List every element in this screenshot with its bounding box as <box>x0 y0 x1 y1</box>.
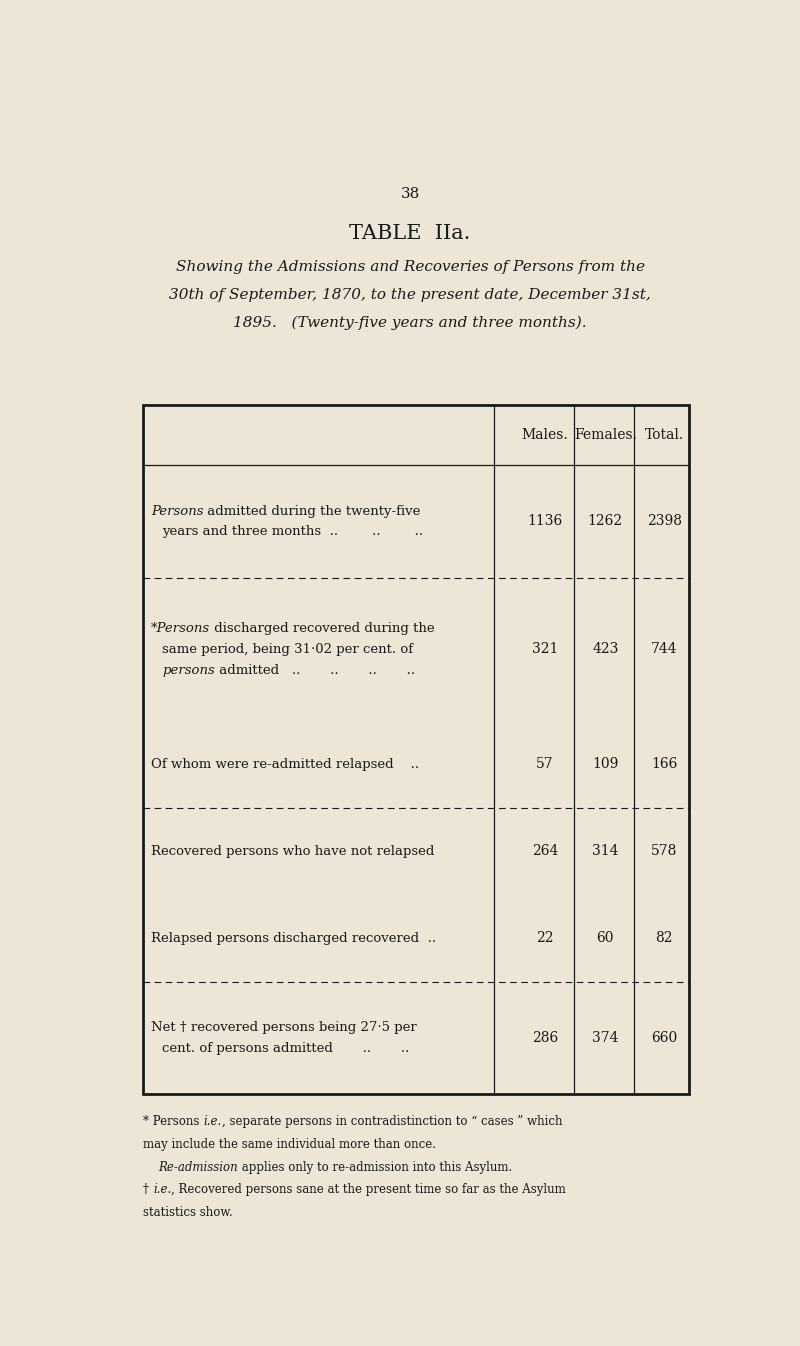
Text: 166: 166 <box>651 758 678 771</box>
Text: statistics show.: statistics show. <box>143 1206 233 1219</box>
Text: Net † recovered persons being 27·5 per: Net † recovered persons being 27·5 per <box>151 1022 417 1034</box>
Text: Relapsed persons discharged recovered  ..: Relapsed persons discharged recovered .. <box>151 931 436 945</box>
Text: 109: 109 <box>592 758 618 771</box>
Text: 423: 423 <box>592 642 618 657</box>
Text: 374: 374 <box>592 1031 618 1044</box>
Text: i.e.: i.e. <box>153 1183 171 1197</box>
Text: admitted during the twenty-five: admitted during the twenty-five <box>203 505 421 518</box>
Text: , separate persons in contradistinction to “ cases ” which: , separate persons in contradistinction … <box>222 1114 562 1128</box>
Text: Males.: Males. <box>522 428 569 441</box>
Text: 60: 60 <box>597 931 614 945</box>
Text: same period, being 31·02 per cent. of: same period, being 31·02 per cent. of <box>162 643 413 656</box>
Text: 286: 286 <box>532 1031 558 1044</box>
Text: 38: 38 <box>400 187 420 202</box>
Text: †: † <box>143 1183 153 1197</box>
Text: , Recovered persons sane at the present time so far as the Asylum: , Recovered persons sane at the present … <box>171 1183 566 1197</box>
Text: discharged recovered during the: discharged recovered during the <box>210 622 434 635</box>
Text: 1895.   (Twenty-five years and three months).: 1895. (Twenty-five years and three month… <box>233 316 587 330</box>
Text: 2398: 2398 <box>646 514 682 529</box>
Text: 22: 22 <box>537 931 554 945</box>
Text: 1136: 1136 <box>527 514 562 529</box>
Text: 314: 314 <box>592 844 618 859</box>
Text: cent. of persons admitted       ..       ..: cent. of persons admitted .. .. <box>162 1042 410 1055</box>
Text: TABLE  IIa.: TABLE IIa. <box>350 223 470 242</box>
Text: i.e.: i.e. <box>203 1114 222 1128</box>
Text: 57: 57 <box>536 758 554 771</box>
Text: admitted   ..       ..       ..       ..: admitted .. .. .. .. <box>214 664 415 677</box>
Text: 578: 578 <box>651 844 678 859</box>
Text: 82: 82 <box>655 931 673 945</box>
Text: 264: 264 <box>532 844 558 859</box>
Text: Total.: Total. <box>645 428 684 441</box>
Text: Persons: Persons <box>151 505 203 518</box>
Text: 30th of September, 1870, to the present date, December 31st,: 30th of September, 1870, to the present … <box>169 288 651 302</box>
Text: 744: 744 <box>651 642 678 657</box>
Text: *Persons: *Persons <box>151 622 210 635</box>
Text: Showing the Admissions and Recoveries of Persons from the: Showing the Admissions and Recoveries of… <box>175 260 645 275</box>
Text: 1262: 1262 <box>588 514 623 529</box>
Text: years and three months  ..        ..        ..: years and three months .. .. .. <box>162 525 423 538</box>
Text: Re-admission: Re-admission <box>158 1160 238 1174</box>
Text: may include the same individual more than once.: may include the same individual more tha… <box>143 1137 437 1151</box>
Text: 321: 321 <box>532 642 558 657</box>
Text: applies only to re-admission into this Asylum.: applies only to re-admission into this A… <box>238 1160 512 1174</box>
Text: persons: persons <box>162 664 214 677</box>
Text: 660: 660 <box>651 1031 678 1044</box>
Text: Recovered persons who have not relapsed: Recovered persons who have not relapsed <box>151 845 434 857</box>
Text: Of whom were re-admitted relapsed    ..: Of whom were re-admitted relapsed .. <box>151 758 419 771</box>
Text: * Persons: * Persons <box>143 1114 203 1128</box>
Text: Females.: Females. <box>574 428 637 441</box>
